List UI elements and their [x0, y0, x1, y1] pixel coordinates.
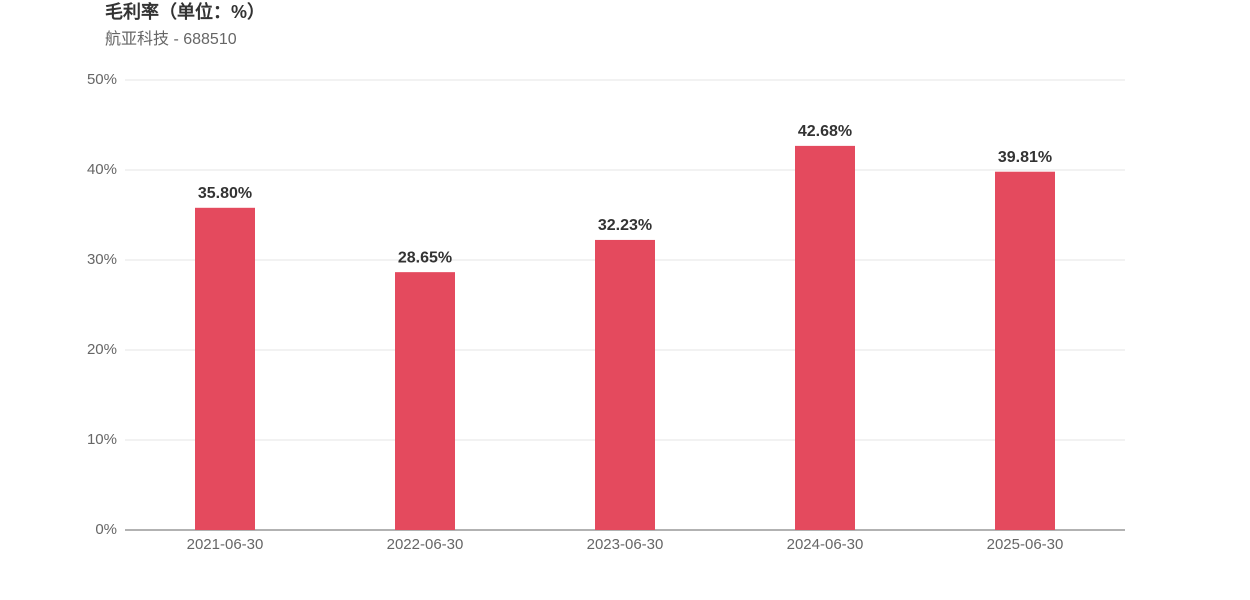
- data-label: 35.80%: [198, 185, 252, 202]
- chart-title: 毛利率（单位：%）: [105, 1, 265, 22]
- data-label: 42.68%: [798, 123, 852, 140]
- x-tick-label: 2025-06-30: [987, 536, 1064, 553]
- bar: [395, 272, 455, 530]
- x-tick-label: 2022-06-30: [387, 536, 464, 553]
- y-tick-label: 10%: [87, 431, 117, 448]
- x-tick-label: 2023-06-30: [587, 536, 664, 553]
- bar: [995, 171, 1055, 530]
- data-label: 32.23%: [598, 217, 652, 234]
- y-tick-label: 40%: [87, 161, 117, 178]
- bar: [795, 145, 855, 530]
- bar: [595, 239, 655, 530]
- data-label: 28.65%: [398, 249, 452, 266]
- y-tick-label: 50%: [87, 71, 117, 88]
- x-tick-label: 2024-06-30: [787, 536, 864, 553]
- y-tick-label: 0%: [95, 521, 117, 538]
- y-tick-label: 30%: [87, 251, 117, 268]
- data-label: 39.81%: [998, 149, 1052, 166]
- x-tick-label: 2021-06-30: [187, 536, 264, 553]
- chart-subtitle: 航亚科技 - 688510: [105, 30, 237, 48]
- bar: [195, 207, 255, 531]
- y-tick-label: 20%: [87, 341, 117, 358]
